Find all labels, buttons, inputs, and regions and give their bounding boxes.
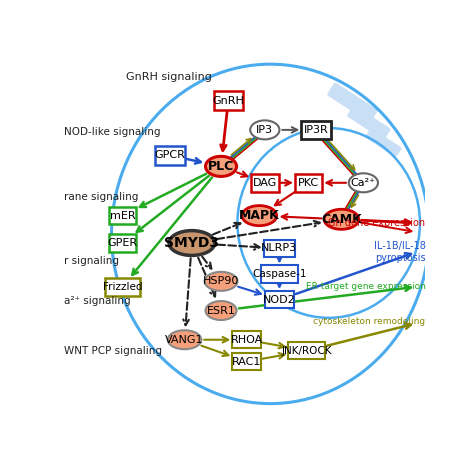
Text: CAMK: CAMK <box>321 213 362 226</box>
Ellipse shape <box>169 231 215 255</box>
Ellipse shape <box>242 206 277 226</box>
Text: Gn gene expression: Gn gene expression <box>328 218 425 228</box>
Ellipse shape <box>324 209 359 229</box>
Text: Frizzled: Frizzled <box>103 282 142 292</box>
FancyBboxPatch shape <box>232 353 261 370</box>
Ellipse shape <box>349 173 378 192</box>
Text: DAG: DAG <box>253 178 277 188</box>
Text: NOD2: NOD2 <box>263 295 296 305</box>
Text: IP3: IP3 <box>256 125 273 135</box>
FancyBboxPatch shape <box>365 128 401 157</box>
FancyBboxPatch shape <box>264 240 295 257</box>
Text: RAC1: RAC1 <box>232 356 261 366</box>
Ellipse shape <box>168 330 201 349</box>
Text: IL-1B/IL-18
pyroptosis: IL-1B/IL-18 pyroptosis <box>374 241 425 263</box>
Text: GPCR: GPCR <box>155 150 185 160</box>
FancyBboxPatch shape <box>155 146 185 165</box>
FancyBboxPatch shape <box>327 82 378 122</box>
Text: ESR1: ESR1 <box>207 306 236 316</box>
FancyBboxPatch shape <box>232 331 261 348</box>
FancyBboxPatch shape <box>261 265 298 283</box>
FancyBboxPatch shape <box>295 174 322 191</box>
Text: VANG1: VANG1 <box>165 335 204 345</box>
Text: mER: mER <box>109 210 135 220</box>
FancyBboxPatch shape <box>288 342 325 359</box>
FancyBboxPatch shape <box>347 106 391 140</box>
Text: JNK/ROCK: JNK/ROCK <box>282 346 332 356</box>
FancyBboxPatch shape <box>109 207 136 224</box>
Text: HSP90: HSP90 <box>203 276 239 286</box>
Ellipse shape <box>250 120 279 139</box>
Text: PKC: PKC <box>298 178 319 188</box>
Text: SMYD3: SMYD3 <box>164 236 219 250</box>
Text: Ca²⁺: Ca²⁺ <box>351 178 376 188</box>
FancyBboxPatch shape <box>251 174 279 191</box>
Text: GnRH: GnRH <box>212 96 244 106</box>
FancyBboxPatch shape <box>109 234 136 252</box>
Text: GnRH signaling: GnRH signaling <box>126 72 212 82</box>
Text: RHOA: RHOA <box>230 335 263 345</box>
FancyBboxPatch shape <box>301 120 331 139</box>
Text: cytoskeleton remodeling: cytoskeleton remodeling <box>313 317 425 326</box>
Text: r signaling: r signaling <box>64 256 119 266</box>
Text: MAPK: MAPK <box>239 209 280 222</box>
Ellipse shape <box>206 156 237 176</box>
Text: rane signaling: rane signaling <box>64 192 138 202</box>
FancyBboxPatch shape <box>105 278 140 296</box>
Text: PLC: PLC <box>208 160 234 173</box>
Text: ER target gene expression: ER target gene expression <box>306 283 425 292</box>
FancyBboxPatch shape <box>264 291 294 309</box>
Text: WNT PCP signaling: WNT PCP signaling <box>64 346 162 356</box>
Ellipse shape <box>205 272 237 291</box>
Text: NLRP3: NLRP3 <box>261 244 298 254</box>
Text: GPER: GPER <box>108 238 137 248</box>
FancyBboxPatch shape <box>214 91 243 110</box>
Text: IP3R: IP3R <box>303 125 328 135</box>
Text: Caspase-1: Caspase-1 <box>252 269 307 279</box>
Text: NOD-like signaling: NOD-like signaling <box>64 127 161 137</box>
Text: a²⁺ signaling: a²⁺ signaling <box>64 296 131 306</box>
Ellipse shape <box>206 301 237 320</box>
